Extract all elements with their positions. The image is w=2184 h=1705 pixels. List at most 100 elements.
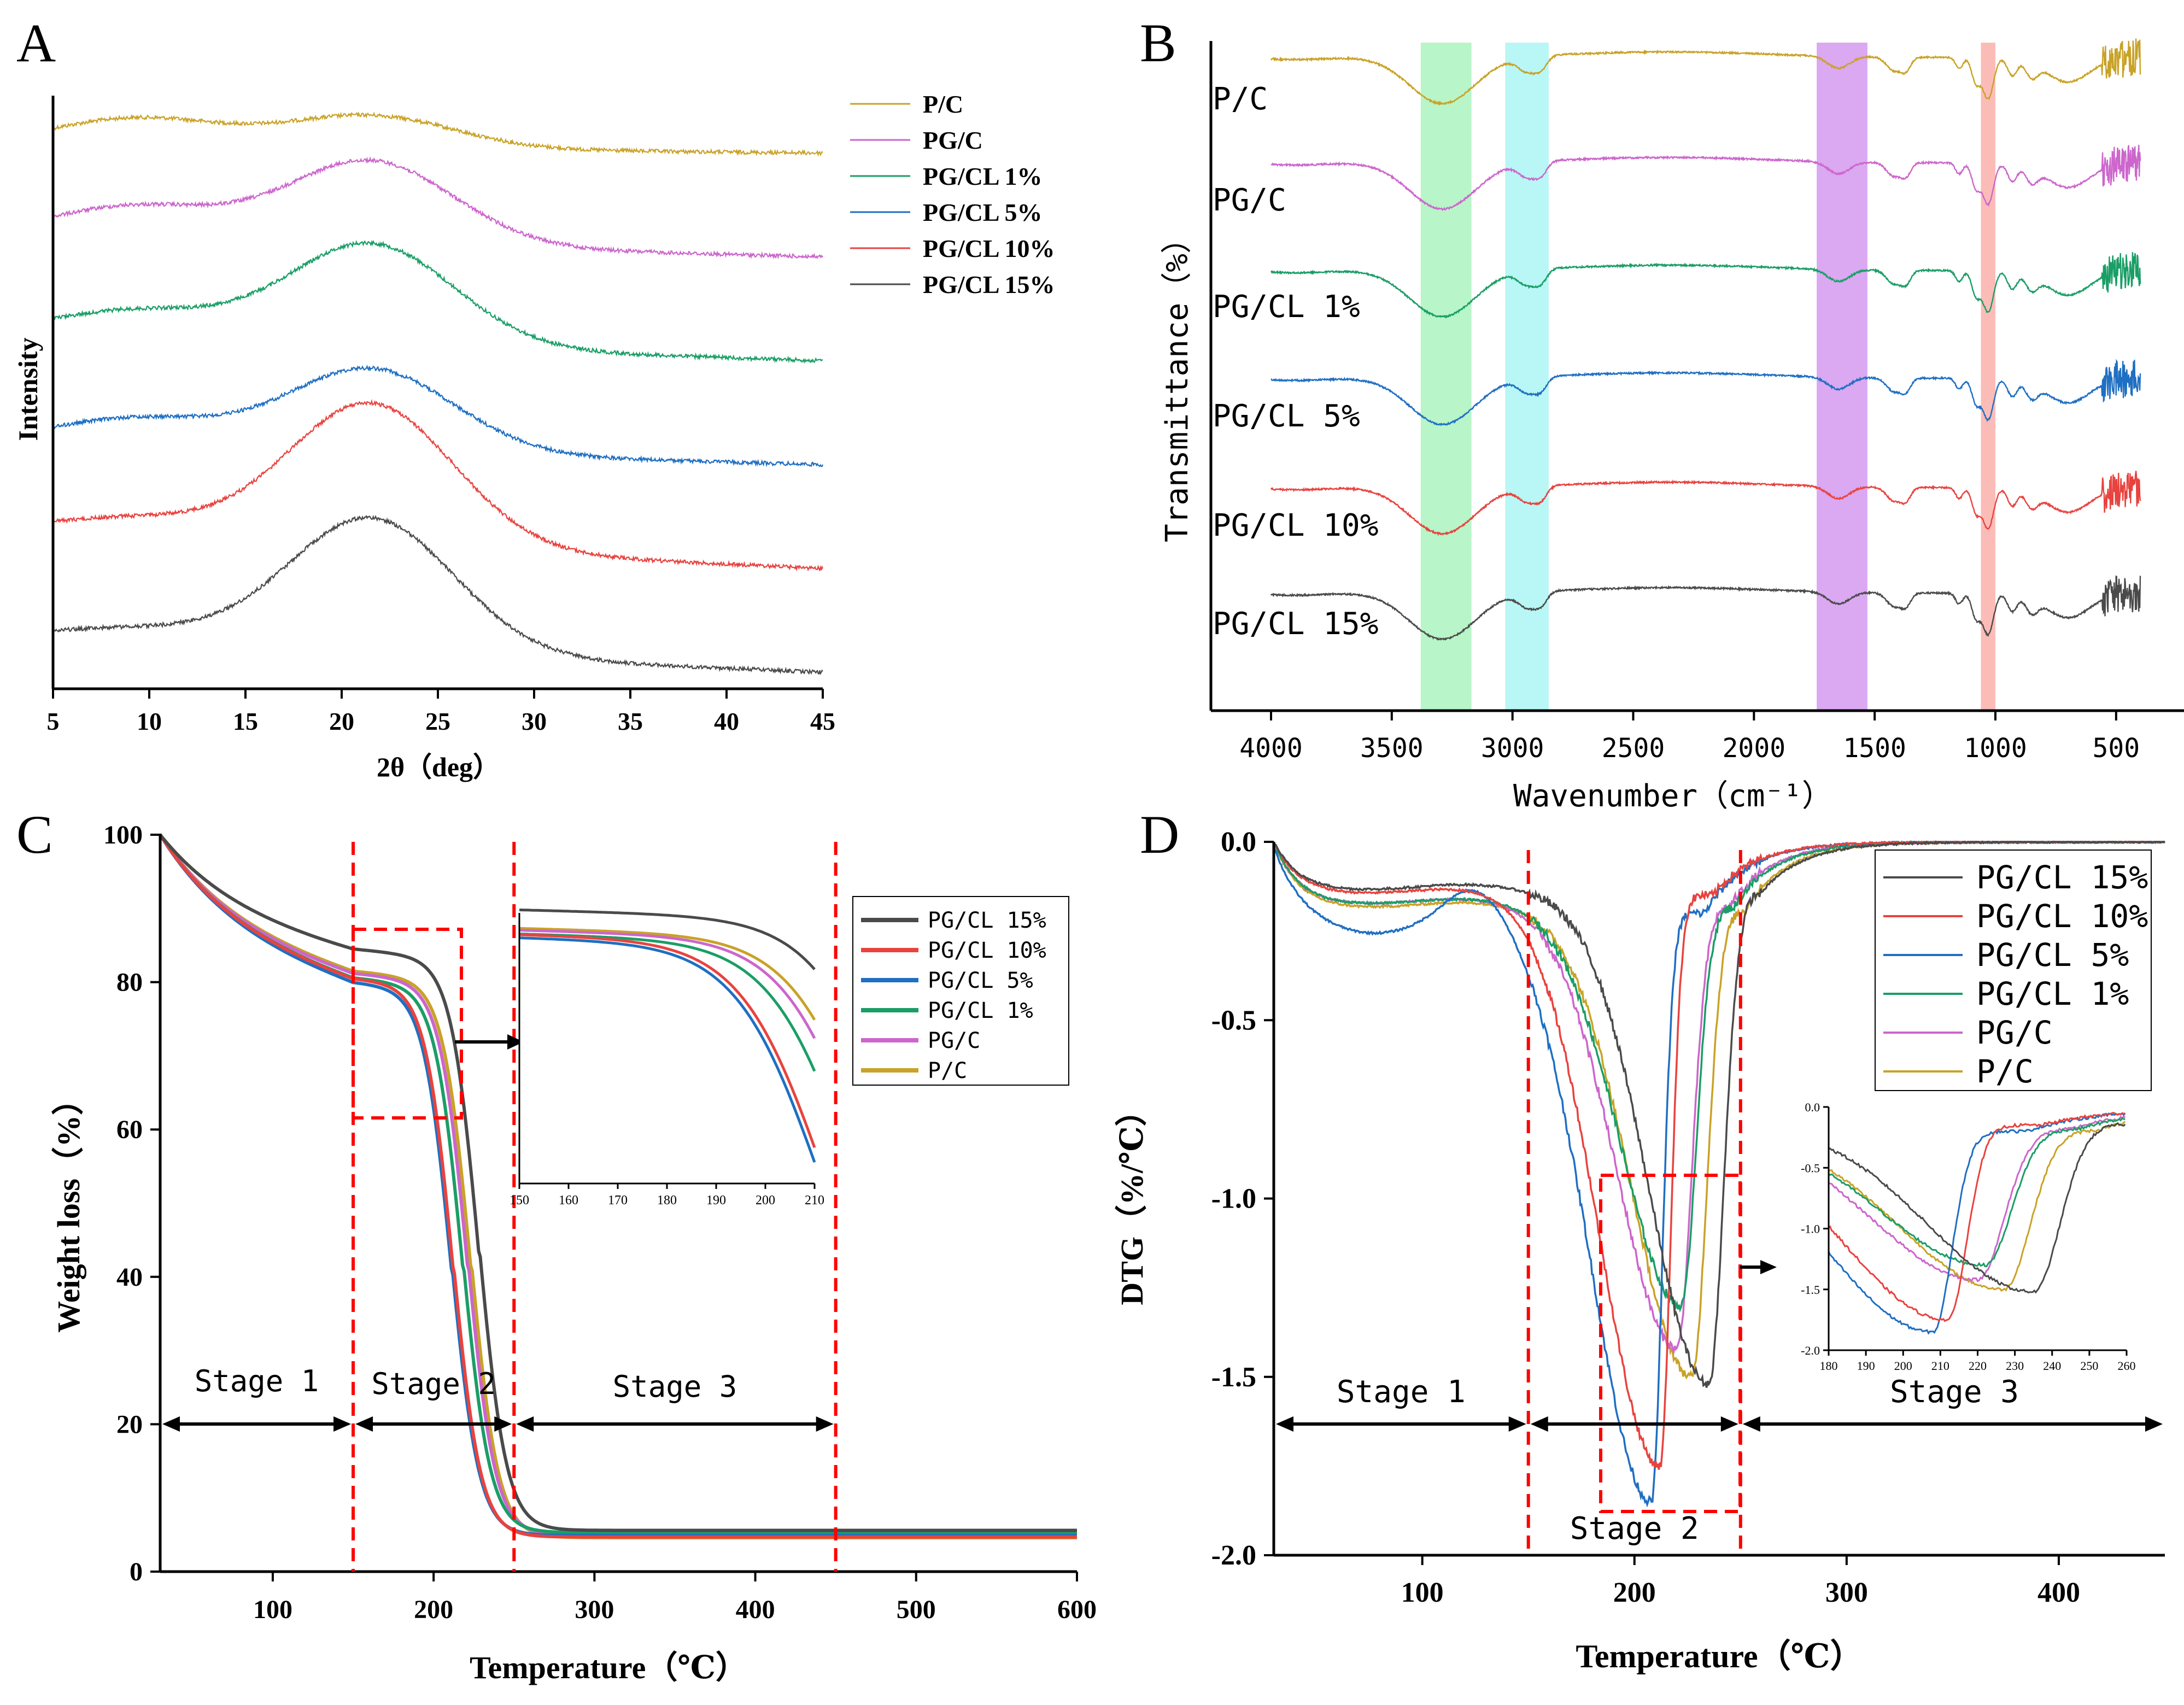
- ftir-x-tick-label: 1000: [1964, 733, 2027, 764]
- tga-x-tick-label: 600: [1057, 1595, 1097, 1624]
- ftir-series-label-pg-cl-10: PG/CL 10%: [1213, 508, 1378, 543]
- tga-y-tick-label: 100: [103, 821, 143, 849]
- ftir-curve-pg-cl-10: [1270, 471, 2141, 536]
- tga-y-tick-label: 80: [116, 968, 143, 997]
- dtg-inset-curve-pg-cl-10: [1828, 1112, 2126, 1322]
- tga-x-tick-label: 500: [897, 1595, 936, 1624]
- xrd-curve-pg-c: [52, 156, 823, 260]
- tga-curve-pg-cl-10: [159, 834, 1077, 1539]
- panel-a-legend: P/C PG/C PG/CL 1% PG/CL 5% PG/CL 10% PG/CL 15…: [850, 90, 1055, 298]
- dtg-legend-box: [1875, 849, 2152, 1091]
- dtg-x-tick-label: 300: [1825, 1577, 1868, 1608]
- tga-x-tick-label: 300: [575, 1595, 614, 1624]
- dtg-stage-label: Stage 2: [1570, 1511, 1699, 1546]
- ftir-x-tick-label: 3000: [1481, 733, 1544, 764]
- tga-y-tick-label: 20: [116, 1410, 143, 1439]
- dtg-y-tick-label: -2.0: [1211, 1540, 1256, 1571]
- dtg-inset-curve-pg-cl-15: [1828, 1122, 2126, 1294]
- xrd-curve-pg-cl-1: [52, 239, 823, 364]
- dtg-stage-label: Stage 1: [1337, 1374, 1466, 1410]
- panel-d-curves: [1273, 840, 2166, 1508]
- dtg-y-tick-label: -1.0: [1211, 1183, 1256, 1215]
- dtg-x-tick-label: 100: [1401, 1577, 1444, 1608]
- panel-c-ticks: 100 200 300 400 500 600 0 20 40 60 80 100: [103, 821, 1097, 1624]
- dtg-legend-label-pg-cl-10: PG/CL 10%: [1976, 898, 2148, 935]
- dtg-inset-x-tick-label: 200: [1894, 1359, 1912, 1373]
- ftir-x-tick-label: 2000: [1723, 733, 1786, 764]
- ftir-curve-pg-cl-5: [1270, 359, 2141, 427]
- tga-inset-curve-pg-cl-5: [519, 936, 816, 1163]
- dtg-inset-x-tick-label: 220: [1969, 1359, 1987, 1373]
- panel-c-legend: PG/CL 15% PG/CL 10% PG/CL 5% PG/CL 1% PG/C P/…: [852, 896, 1069, 1086]
- panel-d-x-label: Temperature（℃）: [1576, 1638, 1863, 1674]
- dtg-inset-x-tick-label: 260: [2118, 1359, 2136, 1373]
- tga-legend-label-pg-cl-15: PG/CL 15%: [928, 908, 1046, 933]
- dtg-inset-curve-pg-cl-1: [1828, 1117, 2126, 1268]
- dtg-y-tick-label: -1.5: [1211, 1362, 1256, 1393]
- dtg-stage-arrowhead: [2145, 1416, 2163, 1432]
- panel-b-series-labels: P/C PG/C PG/CL 1% PG/CL 5% PG/CL 10% PG/CL 15…: [1213, 81, 1378, 642]
- panel-c-y-label: Weight loss（%）: [51, 1083, 86, 1333]
- dtg-legend-label-pg-c: PG/C: [1976, 1014, 2053, 1051]
- xrd-legend-label-pg-cl-15: PG/CL 15%: [923, 271, 1055, 298]
- dtg-stage-arrowhead: [1276, 1416, 1293, 1432]
- xrd-legend-label-pg-c: PG/C: [923, 126, 983, 154]
- panel-a-x-ticks: 5 10 15 20 25 30 35 40 45: [47, 689, 835, 735]
- xrd-curve-pg-cl-10: [52, 399, 823, 572]
- tga-legend-label-pg-cl-1: PG/CL 1%: [928, 998, 1033, 1023]
- panel-d-zoom-box: [1599, 1174, 1742, 1513]
- dtg-inset-y-tick-label: -2.0: [1801, 1344, 1820, 1357]
- tga-curve-pg-cl-15: [159, 834, 1077, 1532]
- dtg-stage-arrowhead: [1508, 1416, 1526, 1432]
- dtg-inset-x-tick-label: 210: [1931, 1359, 1949, 1373]
- panel-d-legend: PG/CL 15%PG/CL 10%PG/CL 5%PG/CL 1%PG/CP/…: [1875, 849, 2152, 1091]
- panel-b-y-label: Transmittance（%）: [1160, 223, 1195, 542]
- panel-d-y-label: DTG（%/℃）: [1114, 1094, 1150, 1305]
- dtg-y-tick-label: -0.5: [1211, 1005, 1256, 1036]
- ftir-curve-pg-c: [1270, 144, 2141, 212]
- panel-a-y-label: Intensity: [13, 338, 43, 441]
- ftir-x-tick-label: 3500: [1360, 733, 1424, 764]
- dtg-x-tick-label: 200: [1613, 1577, 1656, 1608]
- xrd-legend-label-p-c: P/C: [923, 90, 963, 118]
- dtg-stage-arrowhead: [1720, 1416, 1738, 1432]
- panel-d-ticks: 100 200 300 400 0.0 -0.5 -1.0 -1.5 -2.0: [1211, 827, 2080, 1608]
- dtg-inset-y-tick-label: -0.5: [1801, 1161, 1820, 1175]
- dtg-inset-x-tick-label: 190: [1857, 1359, 1875, 1373]
- ftir-x-tick-label: 4000: [1239, 733, 1303, 764]
- tga-inset-curve-pg-cl-15: [519, 909, 816, 970]
- xrd-x-tick-label: 10: [137, 707, 162, 735]
- tga-legend-label-pg-cl-5: PG/CL 5%: [928, 968, 1033, 993]
- dtg-inset-x-tick-label: 180: [1820, 1359, 1838, 1373]
- dtg-stage-label: Stage 3: [1890, 1374, 2019, 1410]
- xrd-x-tick-label: 20: [329, 707, 354, 735]
- panel-b-curves: [1270, 38, 2141, 641]
- panel-b-x-label: Wavenumber（cm⁻¹）: [1513, 778, 1832, 814]
- dtg-stage-arrowhead: [1742, 1416, 1760, 1432]
- panel-c-curves: [159, 834, 1077, 1539]
- panel-d-inset: 180 190 200 210 220 230 240 250 260 0.0 -0.5 -1.0 -1…: [1801, 1100, 2135, 1373]
- tga-stage-label: Stage 2: [371, 1367, 496, 1401]
- xrd-curve-pg-cl-5: [52, 365, 824, 467]
- panel-d-dtg: 100 200 300 4000.0-0.5-1.0-1.5-2.0 Stage 1S…: [1114, 827, 2166, 1674]
- dtg-inset-y-tick-label: -1.5: [1801, 1283, 1820, 1297]
- tga-legend-label-pg-c: PG/C: [928, 1028, 980, 1053]
- dtg-inset-background: [1829, 1107, 2127, 1350]
- dtg-legend-label-pg-cl-5: PG/CL 5%: [1976, 936, 2129, 974]
- panel-label-c: C: [16, 804, 53, 865]
- tga-inset-x-tick-label: 190: [706, 1193, 726, 1208]
- tga-y-tick-label: 40: [116, 1263, 143, 1292]
- panel-d-stage-markers: Stage 1 Stage 2 Stage 3: [1276, 850, 2163, 1555]
- dtg-stage-arrowhead: [1530, 1416, 1548, 1432]
- xrd-legend-label-pg-cl-1: PG/CL 1%: [923, 162, 1043, 190]
- tga-stage-label: Stage 3: [613, 1369, 737, 1404]
- panel-b-ftir: 4000 3500 3000 2500 2000 1500 1000 500 P/CPG/CP…: [1160, 38, 2184, 814]
- ftir-series-label-pg-cl-5: PG/CL 5%: [1213, 399, 1360, 434]
- tga-stage-label: Stage 1: [195, 1364, 319, 1398]
- xrd-x-tick-label: 15: [233, 707, 258, 735]
- tga-stage-arrowhead: [516, 1416, 534, 1432]
- ftir-curve-pg-cl-1: [1270, 252, 2141, 319]
- tga-inset-curve-p-c: [519, 927, 816, 1021]
